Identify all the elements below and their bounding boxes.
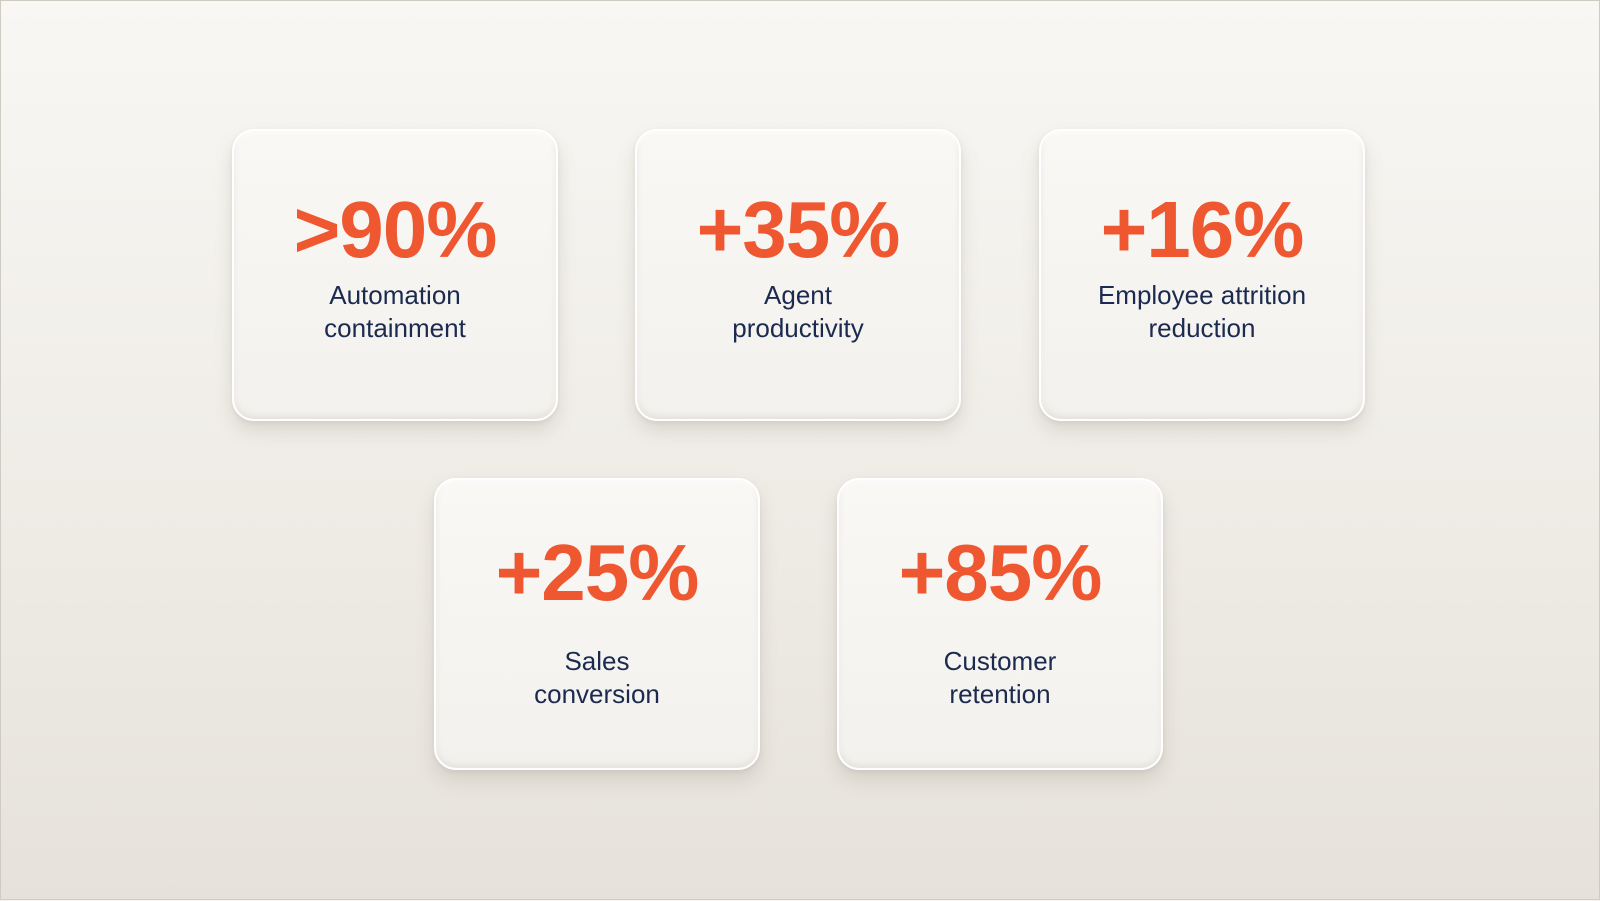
metric-value: +85%: [898, 528, 1103, 617]
metric-card-sales-conversion: +25% Sales conversion: [434, 478, 760, 770]
metric-card-automation-containment: >90% Automation containment: [232, 129, 558, 421]
metric-label-line-1: Customer: [943, 646, 1057, 676]
metric-label-line-1: Automation: [329, 280, 461, 310]
metric-label: Employee attrition reduction: [1061, 279, 1343, 345]
metric-label: Customer retention: [859, 645, 1141, 711]
metric-label-line-1: Employee attrition: [1097, 280, 1307, 310]
metric-card-customer-retention: +85% Customer retention: [837, 478, 1163, 770]
metric-label-line-1: Sales: [564, 646, 630, 676]
metric-label: Agent productivity: [657, 279, 939, 345]
metric-value: +35%: [696, 185, 901, 274]
metric-value: +16%: [1100, 185, 1305, 274]
metric-label-line-2: reduction: [1148, 313, 1256, 343]
metric-label-line-2: productivity: [732, 313, 864, 343]
metric-card-employee-attrition-reduction: +16% Employee attrition reduction: [1039, 129, 1365, 421]
metric-label: Automation containment: [254, 279, 536, 345]
metric-card-agent-productivity: +35% Agent productivity: [635, 129, 961, 421]
metric-value: >90%: [293, 185, 498, 274]
metric-label-line-2: containment: [324, 313, 466, 343]
metric-label-line-2: conversion: [534, 679, 660, 709]
metric-label: Sales conversion: [456, 645, 738, 711]
metric-label-line-1: Agent: [764, 280, 832, 310]
metric-label-line-2: retention: [949, 679, 1051, 709]
metric-value: +25%: [495, 528, 700, 617]
